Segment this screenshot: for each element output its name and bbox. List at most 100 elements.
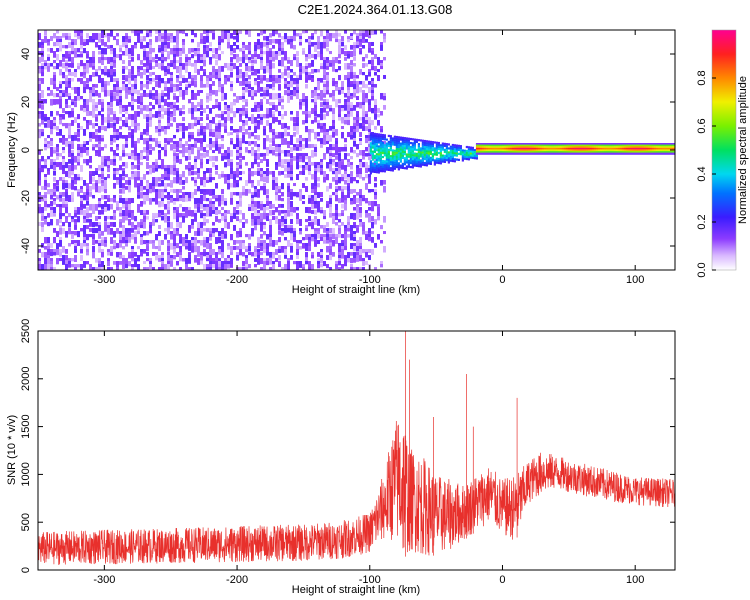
spectrogram-cell (362, 30, 365, 34)
spectrogram-cell (122, 51, 125, 56)
spectrogram-cell (248, 171, 251, 175)
spectrogram-cell (110, 147, 113, 152)
spectrogram-cell (278, 102, 281, 106)
spectrogram-cell (439, 154, 442, 157)
spectrogram-cell (158, 201, 161, 208)
spectrogram-cell (209, 147, 212, 151)
spectrogram-cell (403, 149, 406, 152)
spectrogram-cell (383, 138, 386, 141)
spectrogram-cell (275, 183, 278, 188)
spectrogram-cell (134, 141, 137, 147)
spectrogram-cell (44, 138, 47, 144)
spectrogram-cell (429, 156, 432, 159)
spectrogram-cell (393, 141, 396, 144)
spectrogram-cell (387, 168, 390, 172)
spectrogram-cell (415, 138, 418, 141)
spectrogram-cell (44, 186, 47, 190)
spectrogram-cell (449, 151, 452, 154)
spectrogram-cell (293, 207, 296, 213)
spectrogram-cell (209, 30, 212, 34)
spectrogram-cell (565, 144, 569, 147)
spectrogram-cell (447, 153, 450, 156)
spectrogram-cell (461, 153, 464, 156)
spectrogram-cell (47, 66, 50, 72)
spectrogram-cell (293, 78, 296, 83)
spectrogram-cell (477, 144, 481, 147)
spectrogram-cell (236, 234, 239, 238)
spectrogram-cell (296, 267, 299, 270)
spectrogram-cell (245, 264, 248, 270)
spectrogram-cell (119, 132, 122, 139)
spectrogram-cell (233, 225, 236, 231)
spectrogram-cell (385, 148, 388, 151)
spectrogram-cell (77, 96, 80, 101)
spectrogram-cell (260, 174, 263, 178)
spectrogram-cell (379, 161, 382, 164)
spectrogram-cell (332, 228, 335, 235)
spectrogram-cell (308, 234, 311, 238)
spectrogram-cell (86, 60, 89, 65)
spectrogram-cell (83, 48, 86, 54)
spectrogram-cell (415, 140, 418, 143)
spectrogram-cell (380, 66, 383, 70)
spectrogram-cell (215, 135, 218, 141)
spectrogram-cell (41, 165, 44, 171)
spectrogram-cell (257, 81, 260, 85)
spectrogram-cell (212, 132, 215, 138)
spectrogram-cell (128, 132, 131, 139)
spectrogram-cell (391, 153, 394, 156)
spectrogram-cell (281, 267, 284, 270)
spectrogram-cell (305, 207, 308, 213)
spectrogram-cell (483, 151, 487, 154)
spectrogram-cell (509, 152, 513, 155)
spectrogram-cell (457, 148, 460, 151)
spectrogram-cell (155, 75, 158, 81)
spectrogram-cell (164, 144, 167, 151)
spectrogram-cell (425, 150, 428, 153)
spectrogram-cell (71, 183, 74, 190)
spectrogram-cell (371, 120, 374, 126)
spectrogram-cell (254, 105, 257, 112)
spectrogram-cell (302, 111, 305, 115)
spectrogram-cell (293, 57, 296, 61)
spectrogram-cell (254, 141, 257, 147)
spectrogram-cell (473, 151, 476, 154)
spectrogram-cell (65, 249, 68, 254)
spectrogram-cell (373, 132, 376, 136)
spectrogram-cell (119, 48, 122, 53)
spectrogram-cell (158, 150, 161, 156)
spectrogram-cell (188, 108, 191, 114)
spectrogram-cell (152, 96, 155, 100)
spectrogram-cell (200, 231, 203, 236)
spectrogram-cell (260, 258, 263, 265)
spectrogram-cell (407, 147, 410, 150)
spectrogram-cell (403, 153, 406, 156)
spectrogram-cell (80, 45, 83, 50)
spectrogram-cell (368, 177, 371, 184)
spectrogram-cell (407, 153, 410, 156)
spectrogram-cell (287, 96, 290, 103)
spectrogram-cell (41, 252, 44, 258)
spectrogram-cell (62, 33, 65, 38)
spectrogram-cell (603, 143, 607, 146)
spectrogram-cell (92, 105, 95, 112)
spectrogram-cell (155, 252, 158, 256)
spectrogram-cell (167, 201, 170, 206)
spectrogram-cell (391, 161, 394, 164)
spectrogram-cell (203, 264, 206, 270)
spectrogram-cell (107, 165, 110, 171)
spectrogram-cell (218, 210, 221, 215)
spectrogram-cell (561, 151, 565, 154)
spectrogram-cell (251, 63, 254, 67)
spectrogram-cell (335, 57, 338, 64)
spectrogram-cell (281, 60, 284, 67)
spectrogram-cell (149, 168, 152, 175)
spectrogram-cell (77, 177, 80, 181)
spectrogram-cell (173, 141, 176, 146)
spectrogram-cell (56, 48, 59, 52)
spectrogram-cell (122, 189, 125, 194)
spectrogram-cell (375, 161, 378, 164)
spectrogram-cell (200, 90, 203, 94)
spectrogram-cell (191, 81, 194, 86)
spectrogram-cell (80, 54, 83, 58)
